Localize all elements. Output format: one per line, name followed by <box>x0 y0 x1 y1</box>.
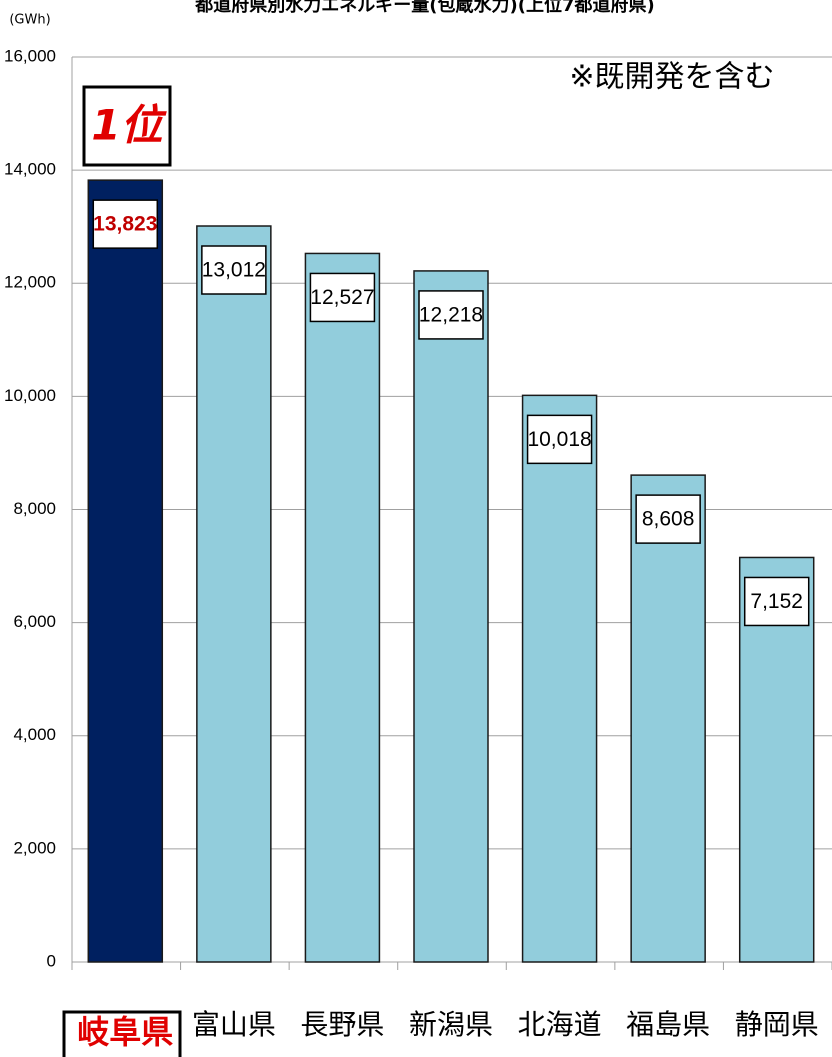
bar <box>87 179 164 963</box>
value-label-box <box>526 414 593 465</box>
rank-label: 1位 <box>91 101 167 150</box>
value-label: 7,152 <box>750 590 803 613</box>
value-label-box <box>201 245 267 295</box>
x-tick-label: 北海道 <box>518 1008 602 1041</box>
y-tick-label: 8,000 <box>13 499 56 518</box>
x-tick-label: 新潟県 <box>409 1008 493 1041</box>
value-label-box <box>92 199 159 249</box>
value-label: 10,018 <box>527 428 591 451</box>
y-tick-label: 10,000 <box>4 386 56 405</box>
value-label: 13,823 <box>93 213 157 236</box>
y-tick-label: 0 <box>47 951 56 970</box>
value-label-box <box>309 272 376 323</box>
value-label: 12,218 <box>419 303 483 326</box>
x-tick-label: 福島県 <box>626 1008 710 1041</box>
value-label-box <box>635 494 701 544</box>
x-tick-label: 岐阜県 <box>77 1013 173 1051</box>
highlight-category-box <box>62 1010 182 1057</box>
x-tick-label: 静岡県 <box>735 1008 819 1041</box>
y-tick-label: 6,000 <box>13 612 56 631</box>
y-tick-label: 2,000 <box>13 838 56 857</box>
y-tick-label: 16,000 <box>4 46 56 65</box>
value-label-box <box>418 290 484 340</box>
y-axis-unit: (GWh) <box>9 13 50 28</box>
annotation-note: ※既開発を含む <box>569 60 774 95</box>
value-label: 13,012 <box>202 259 266 282</box>
plot-area: 0 2,000 4,000 6,000 8,000 10,000 12,000 14,000 1… <box>4 46 832 1057</box>
bar <box>304 252 381 963</box>
bar <box>413 270 489 963</box>
bar <box>630 474 706 963</box>
value-label: 12,527 <box>310 286 374 309</box>
rank-box <box>82 85 172 167</box>
bar <box>196 225 272 963</box>
x-tick-label: 富山県 <box>192 1008 276 1041</box>
y-tick-label: 14,000 <box>4 160 56 179</box>
x-tick-label: 長野県 <box>300 1008 384 1041</box>
bar <box>521 394 598 963</box>
value-label: 8,608 <box>642 508 695 531</box>
y-tick-label: 4,000 <box>13 725 56 744</box>
value-label-box <box>743 576 810 627</box>
chart-title: 都道府県別水力エネルギー量(包蔵水力)(上位7都道府県) <box>194 0 654 16</box>
y-tick-label: 12,000 <box>4 273 56 292</box>
